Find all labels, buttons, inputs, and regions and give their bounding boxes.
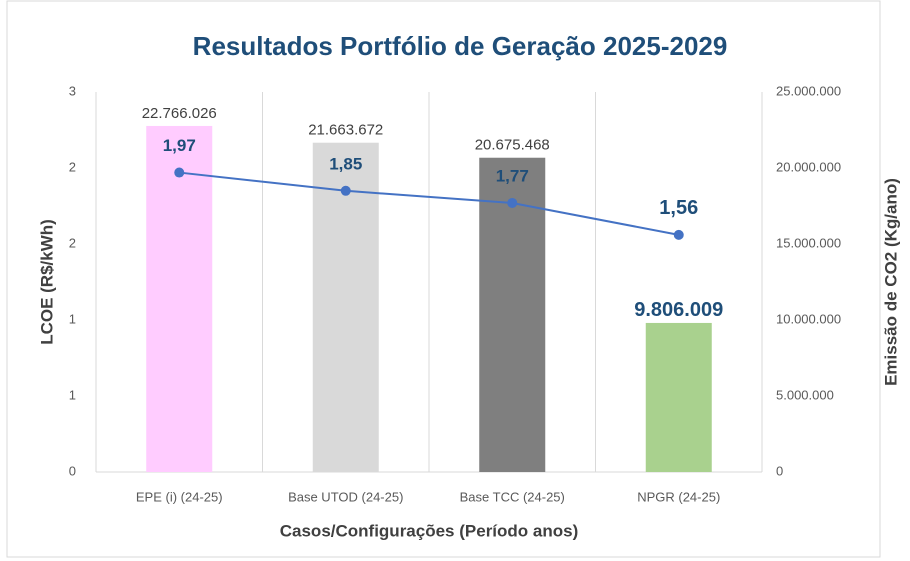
bar-label: 9.806.009	[634, 299, 723, 321]
y-tick-label: 2	[69, 159, 76, 174]
x-tick-label: EPE (i) (24-25)	[136, 489, 223, 504]
bar	[146, 125, 213, 472]
x-tick-label: NPGR (24-25)	[637, 489, 720, 504]
line-point	[174, 167, 185, 178]
y-tick-label: 3	[69, 83, 76, 98]
bar-label: 22.766.026	[142, 105, 217, 122]
bar	[645, 322, 712, 472]
chart-title: Resultados Portfólio de Geração 2025-202…	[193, 31, 728, 61]
y2-tick-label: 25.000.000	[776, 83, 841, 98]
x-axis-title: Casos/Configurações (Período anos)	[280, 521, 579, 540]
y-tick-label: 1	[69, 311, 76, 326]
chart-border	[6, 0, 881, 558]
bar	[312, 142, 379, 472]
x-tick-label: Base UTOD (24-25)	[288, 489, 403, 504]
y2-tick-label: 20.000.000	[776, 159, 841, 174]
y-tick-label: 2	[69, 235, 76, 250]
y2-tick-label: 15.000.000	[776, 235, 841, 250]
line-point	[673, 229, 684, 240]
y-axis-title: LCOE (R$/kWh)	[37, 219, 56, 345]
y-tick-label: 1	[69, 387, 76, 402]
y2-axis-title: Emissão de CO2 (Kg/ano)	[881, 178, 900, 386]
line-point	[507, 197, 518, 208]
y2-tick-label: 10.000.000	[776, 311, 841, 326]
line-label: 1,85	[329, 154, 362, 173]
y-tick-label: 0	[69, 463, 76, 478]
line-label: 1,77	[496, 166, 529, 185]
line-label: 1,97	[163, 136, 196, 155]
y2-tick-label: 5.000.000	[776, 387, 834, 402]
line-point	[340, 185, 351, 196]
line-label: 1,56	[659, 197, 698, 219]
x-tick-label: Base TCC (24-25)	[460, 489, 565, 504]
bar	[479, 157, 546, 472]
y2-tick-label: 0	[776, 463, 783, 478]
line	[179, 171, 679, 236]
bar-label: 20.675.468	[475, 137, 550, 154]
bar-label: 21.663.672	[308, 122, 383, 139]
